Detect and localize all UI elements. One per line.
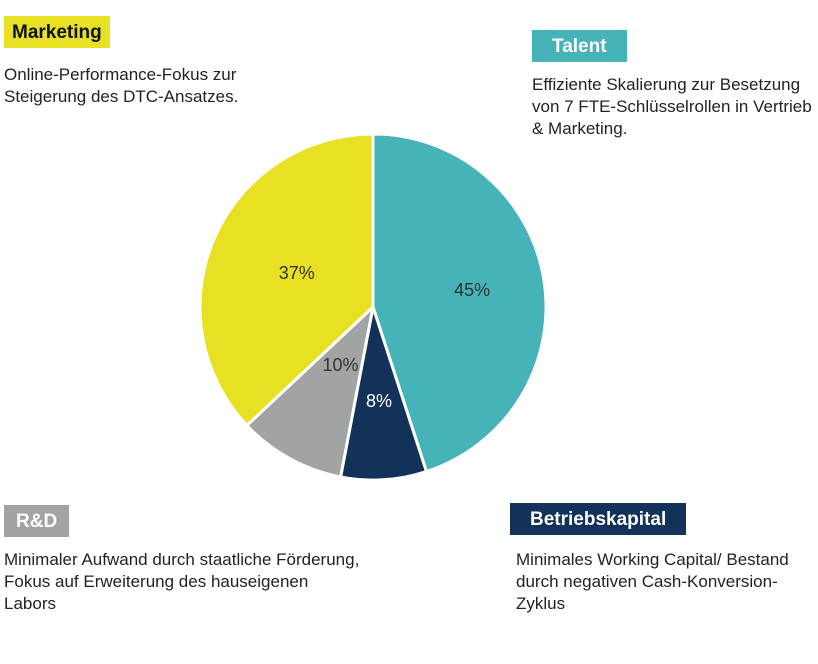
- betriebskapital-tag: Betriebskapital: [510, 503, 687, 535]
- pie-label-betriebskapital: 8%: [366, 391, 392, 411]
- betriebskapital-description: Minimales Working Capital/ Bestand durch…: [516, 550, 789, 613]
- pie-slices: [198, 132, 548, 482]
- pie-slice-talent: [371, 132, 548, 474]
- talent-description: Effiziente Skalierung zur Besetzung von …: [532, 75, 812, 138]
- talent-tag: Talent: [532, 30, 627, 62]
- marketing-tag: Marketing: [4, 16, 110, 48]
- rd-tag: R&D: [4, 505, 70, 537]
- pie-labels: 45% 8% 10% 37%: [279, 263, 490, 411]
- marketing-description: Online-Performance-Fokus zur Steigerung …: [4, 65, 239, 106]
- rd-description: Minimaler Aufwand durch staatliche Förde…: [4, 550, 360, 613]
- pie-slice-r-d: [245, 305, 375, 479]
- pie-slice-marketing: [198, 132, 375, 427]
- pie-label-r-d: 10%: [322, 355, 358, 375]
- pie-label-marketing: 37%: [279, 263, 315, 283]
- pie-label-talent: 45%: [454, 280, 490, 300]
